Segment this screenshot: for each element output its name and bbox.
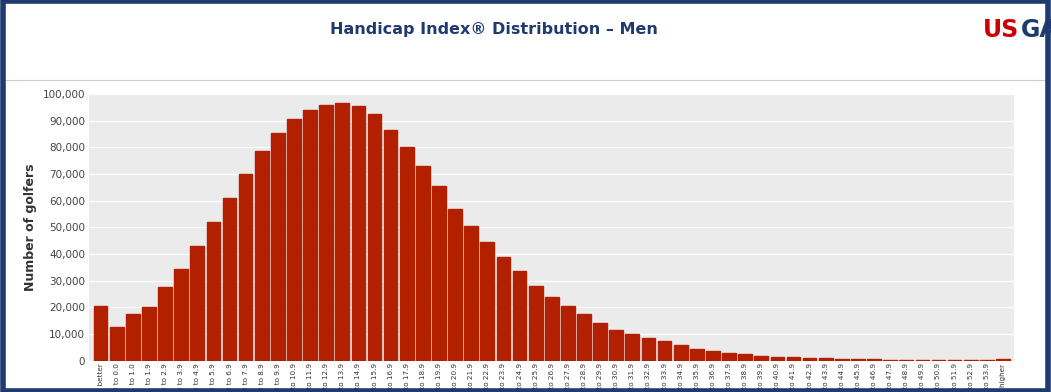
Bar xyxy=(738,354,751,361)
Bar xyxy=(416,166,430,361)
Bar xyxy=(819,358,832,361)
Bar xyxy=(577,314,591,361)
Bar xyxy=(658,341,672,361)
Bar xyxy=(834,359,848,361)
Bar xyxy=(448,209,462,361)
Bar xyxy=(900,360,913,361)
Bar xyxy=(883,359,897,361)
Bar xyxy=(786,358,800,361)
Text: US: US xyxy=(983,18,1018,42)
Bar xyxy=(207,222,221,361)
Bar xyxy=(851,359,865,361)
Bar xyxy=(255,151,269,361)
Bar xyxy=(803,358,817,361)
Bar xyxy=(593,323,607,361)
Bar xyxy=(513,271,527,361)
Bar xyxy=(304,110,317,361)
Bar xyxy=(159,287,172,361)
Bar xyxy=(722,353,736,361)
Bar xyxy=(996,359,1010,361)
Bar xyxy=(142,307,156,361)
Bar xyxy=(641,338,656,361)
Bar xyxy=(190,246,204,361)
Bar xyxy=(948,360,962,361)
Bar xyxy=(625,334,639,361)
Bar xyxy=(287,120,301,361)
Bar xyxy=(465,226,478,361)
Bar xyxy=(320,105,333,361)
Bar xyxy=(174,269,188,361)
Bar xyxy=(384,130,397,361)
Bar xyxy=(706,351,720,361)
Bar xyxy=(755,356,768,361)
Bar xyxy=(110,327,124,361)
Bar xyxy=(931,360,945,361)
Bar xyxy=(496,257,511,361)
Bar xyxy=(94,306,107,361)
Bar xyxy=(432,186,446,361)
Bar xyxy=(867,359,881,361)
Bar xyxy=(610,330,623,361)
Bar xyxy=(223,198,236,361)
Bar xyxy=(239,174,252,361)
Bar xyxy=(964,360,977,361)
Bar xyxy=(674,345,687,361)
Bar xyxy=(126,314,140,361)
Bar xyxy=(689,348,703,361)
Text: GA: GA xyxy=(1021,18,1051,42)
Bar xyxy=(529,286,542,361)
Bar xyxy=(368,114,382,361)
Bar xyxy=(400,147,414,361)
Bar xyxy=(271,133,285,361)
Y-axis label: Number of golfers: Number of golfers xyxy=(24,163,37,291)
Bar xyxy=(352,106,366,361)
Text: Handicap Index® Distribution – Men: Handicap Index® Distribution – Men xyxy=(330,22,658,36)
Bar xyxy=(770,357,784,361)
Bar xyxy=(480,242,494,361)
Bar xyxy=(335,103,349,361)
Bar xyxy=(544,297,559,361)
Bar xyxy=(915,360,929,361)
Bar xyxy=(561,306,575,361)
